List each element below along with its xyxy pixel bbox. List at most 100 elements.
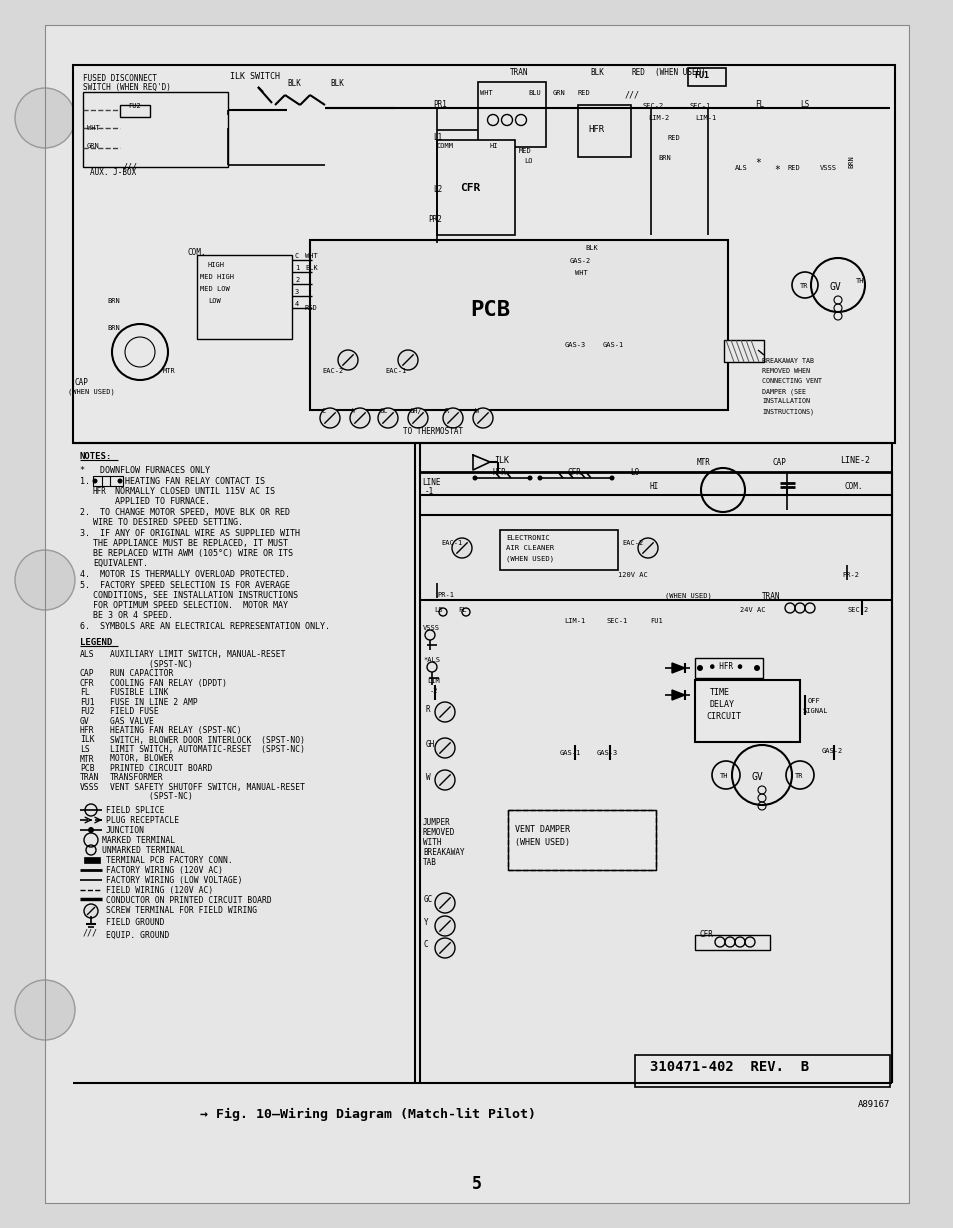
Text: (WHEN USED): (WHEN USED) xyxy=(68,388,114,394)
Text: RED: RED xyxy=(631,68,645,77)
Text: MTR: MTR xyxy=(697,458,710,467)
Text: TH: TH xyxy=(720,772,728,779)
Circle shape xyxy=(15,88,75,149)
Text: DAMPER (SEE: DAMPER (SEE xyxy=(761,388,805,394)
Text: MOTOR, BLOWER: MOTOR, BLOWER xyxy=(110,754,173,764)
Text: SEC-1: SEC-1 xyxy=(606,618,628,624)
Text: 5: 5 xyxy=(472,1175,481,1192)
Text: TO THERMOSTAT: TO THERMOSTAT xyxy=(402,427,462,436)
Text: LIM: LIM xyxy=(427,678,439,684)
Text: FL: FL xyxy=(80,688,90,698)
Text: CONDITIONS, SEE INSTALLATION INSTRUCTIONS: CONDITIONS, SEE INSTALLATION INSTRUCTION… xyxy=(92,591,297,600)
Text: VSSS: VSSS xyxy=(820,165,836,171)
Text: NOTES:: NOTES: xyxy=(80,452,112,460)
Text: WHT: WHT xyxy=(305,253,317,259)
Text: FIELD FUSE: FIELD FUSE xyxy=(110,707,158,716)
Text: RED: RED xyxy=(787,165,800,171)
Text: HI: HI xyxy=(490,142,498,149)
Text: RUN CAPACITOR: RUN CAPACITOR xyxy=(110,669,173,678)
Circle shape xyxy=(472,475,477,480)
Text: GAS VALVE: GAS VALVE xyxy=(110,716,153,726)
Bar xyxy=(310,239,727,410)
Text: HI: HI xyxy=(649,483,659,491)
Text: GAS-1: GAS-1 xyxy=(602,343,623,348)
Text: GAS-3: GAS-3 xyxy=(597,750,618,756)
Text: REMOVED: REMOVED xyxy=(422,828,455,837)
Text: GAS-2: GAS-2 xyxy=(569,258,591,264)
Text: FIELD WIRING (120V AC): FIELD WIRING (120V AC) xyxy=(106,885,213,895)
Text: DELAY: DELAY xyxy=(709,700,734,709)
Text: C: C xyxy=(322,408,326,414)
Text: GV: GV xyxy=(751,772,763,782)
Bar xyxy=(695,658,762,678)
Text: MED: MED xyxy=(518,149,531,154)
Circle shape xyxy=(350,408,370,429)
Polygon shape xyxy=(671,690,684,700)
Circle shape xyxy=(84,904,98,919)
Circle shape xyxy=(527,475,532,480)
Text: MTR: MTR xyxy=(163,368,175,375)
Text: 1.: 1. xyxy=(80,476,90,486)
Text: APPLIED TO FURNACE.: APPLIED TO FURNACE. xyxy=(115,497,210,506)
Text: FUSED DISCONNECT: FUSED DISCONNECT xyxy=(83,74,157,84)
Text: EAC-1: EAC-1 xyxy=(440,540,462,546)
Text: GAS-3: GAS-3 xyxy=(564,343,586,348)
Bar xyxy=(92,476,123,486)
Bar xyxy=(436,140,515,235)
Text: COMM: COMM xyxy=(436,142,454,149)
Text: ///: /// xyxy=(83,930,98,938)
Text: HFR: HFR xyxy=(493,468,506,476)
Text: BLK: BLK xyxy=(589,68,603,77)
Bar xyxy=(84,857,100,863)
Text: GV: GV xyxy=(80,716,90,726)
Circle shape xyxy=(377,408,397,429)
Text: HIGH: HIGH xyxy=(208,262,225,268)
Text: -2: -2 xyxy=(430,688,438,694)
Text: CFR: CFR xyxy=(80,679,94,688)
Text: WITH: WITH xyxy=(422,837,441,847)
Text: RED: RED xyxy=(305,305,317,311)
Text: FU1: FU1 xyxy=(693,71,708,80)
Text: WHT: WHT xyxy=(87,125,100,131)
Bar xyxy=(83,92,228,167)
Text: HFR: HFR xyxy=(80,726,94,736)
Text: SIGNAL: SIGNAL xyxy=(802,709,827,713)
Text: 4: 4 xyxy=(294,301,299,307)
Text: SEC-1: SEC-1 xyxy=(689,103,711,109)
Text: 3: 3 xyxy=(294,289,299,295)
Text: GRN: GRN xyxy=(553,90,565,96)
Text: Y: Y xyxy=(352,408,355,414)
Text: (WHEN USED): (WHEN USED) xyxy=(655,68,705,77)
Text: TR: TR xyxy=(794,772,802,779)
Text: 2.  TO CHANGE MOTOR SPEED, MOVE BLK OR RED: 2. TO CHANGE MOTOR SPEED, MOVE BLK OR RE… xyxy=(80,508,290,517)
Text: C: C xyxy=(423,939,428,949)
Text: PCB: PCB xyxy=(80,764,94,772)
Text: BRN: BRN xyxy=(847,155,853,168)
Bar xyxy=(507,810,656,869)
Text: CAP: CAP xyxy=(772,458,786,467)
Text: TRAN: TRAN xyxy=(80,774,99,782)
Text: LO: LO xyxy=(629,468,639,476)
Text: FACTORY WIRING (120V AC): FACTORY WIRING (120V AC) xyxy=(106,866,223,876)
Text: CONDUCTOR ON PRINTED CIRCUIT BOARD: CONDUCTOR ON PRINTED CIRCUIT BOARD xyxy=(106,896,272,905)
Circle shape xyxy=(442,408,462,429)
Text: PR-1: PR-1 xyxy=(436,592,454,598)
Text: UNMARKED TERMINAL: UNMARKED TERMINAL xyxy=(102,846,185,855)
Text: BE REPLACED WITH AWM (105°C) WIRE OR ITS: BE REPLACED WITH AWM (105°C) WIRE OR ITS xyxy=(92,549,293,558)
Text: INSTALLATION: INSTALLATION xyxy=(761,398,809,404)
Text: FU2: FU2 xyxy=(128,103,141,109)
Text: SWITCH, BLOWER DOOR INTERLOCK  (SPST-NO): SWITCH, BLOWER DOOR INTERLOCK (SPST-NO) xyxy=(110,736,305,744)
Bar xyxy=(578,106,630,157)
Text: EAC-2: EAC-2 xyxy=(621,540,642,546)
Text: FU1: FU1 xyxy=(649,618,662,624)
Bar xyxy=(687,68,725,86)
Text: GC: GC xyxy=(379,408,388,414)
Text: FL: FL xyxy=(754,99,763,109)
Text: 1: 1 xyxy=(294,265,299,271)
Text: BRN: BRN xyxy=(107,325,120,332)
Text: W: W xyxy=(426,772,430,782)
Text: PR1: PR1 xyxy=(433,99,446,109)
Text: (WHEN USED): (WHEN USED) xyxy=(505,555,554,561)
Text: BREAKAWAY: BREAKAWAY xyxy=(422,849,464,857)
Circle shape xyxy=(435,916,455,936)
